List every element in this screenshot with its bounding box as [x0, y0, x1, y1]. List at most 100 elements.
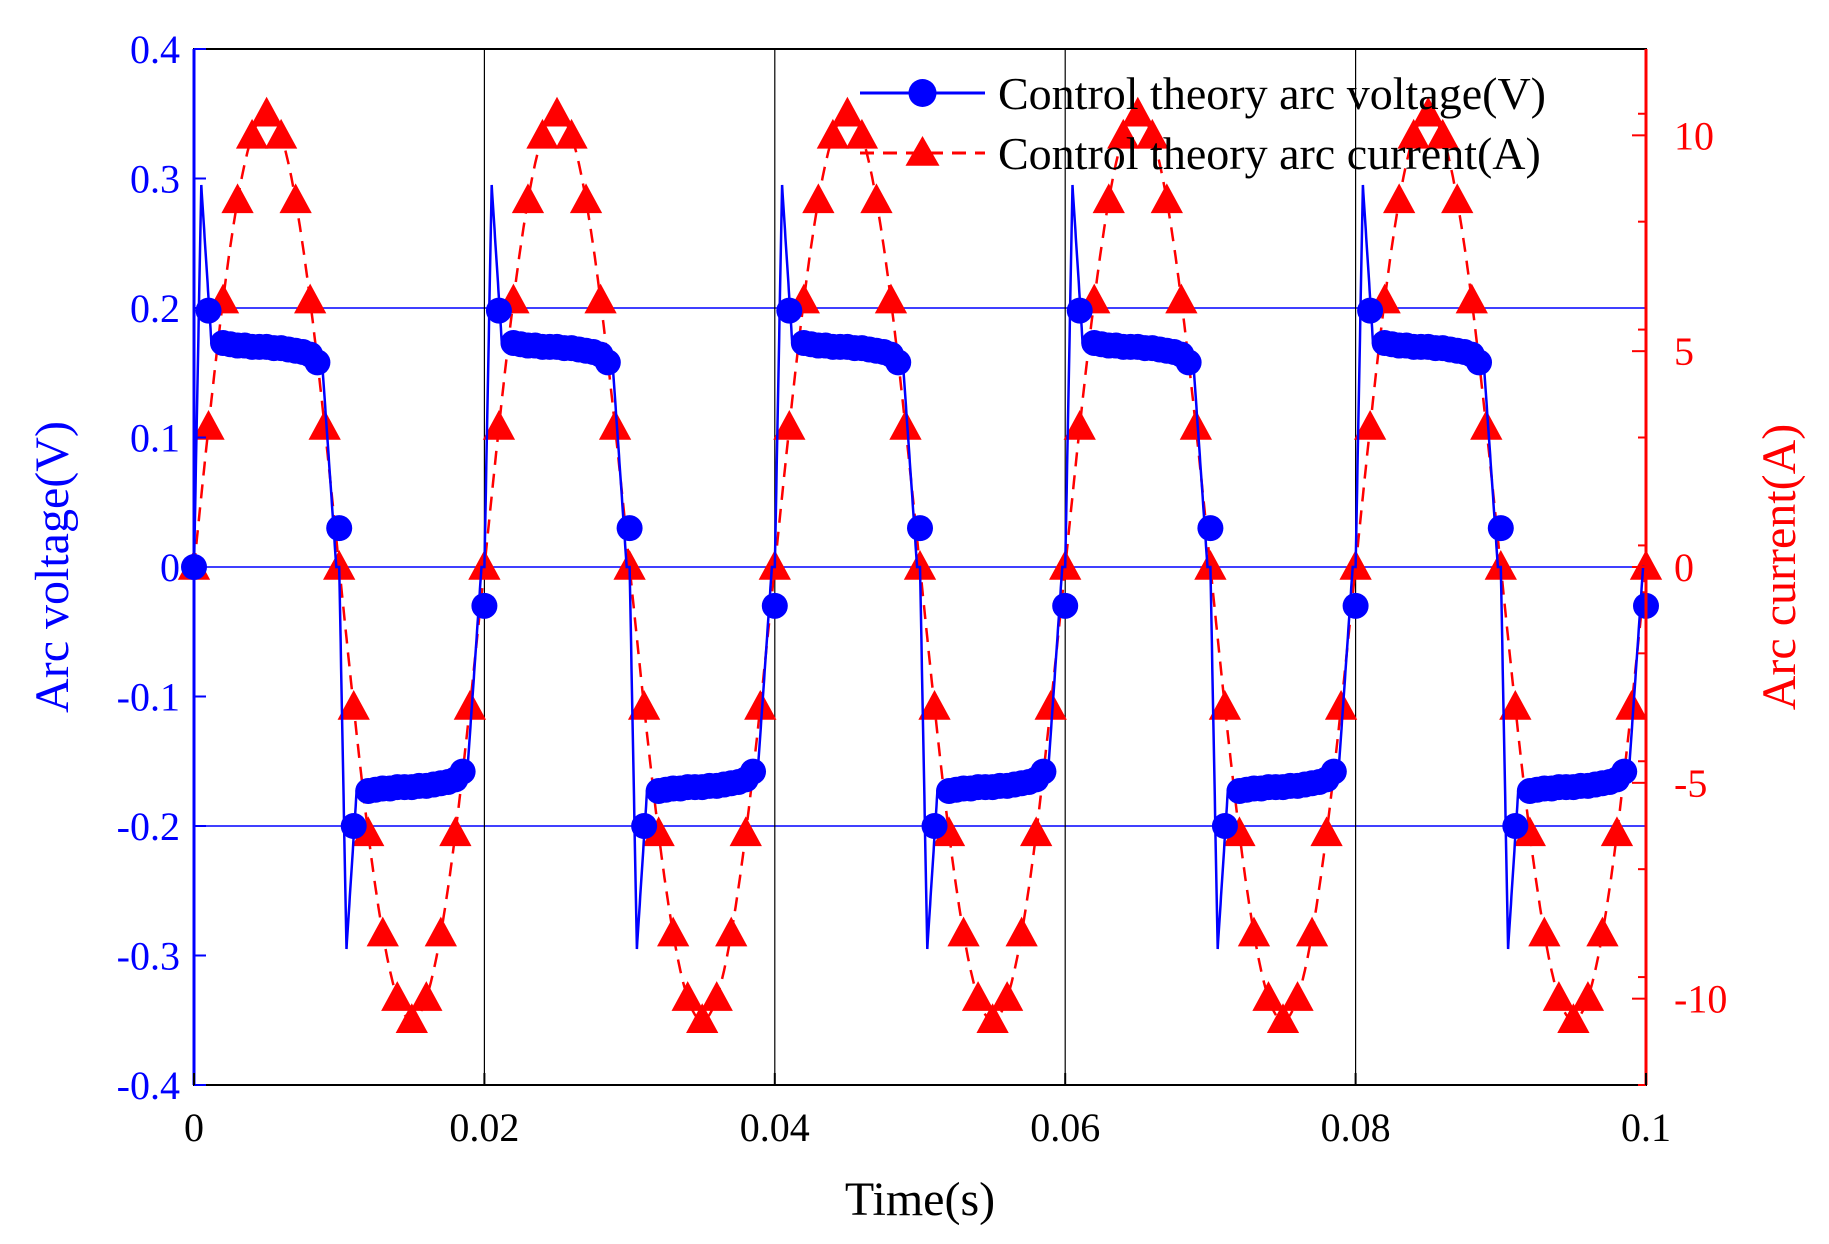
current-marker [1397, 118, 1430, 149]
current-marker [540, 96, 574, 127]
y-left-tick-label: 0.1 [130, 416, 180, 461]
current-marker [1208, 690, 1242, 720]
voltage-marker [304, 349, 331, 376]
current-marker [1600, 816, 1634, 847]
voltage-marker [1320, 758, 1347, 785]
current-marker [715, 916, 748, 947]
y-left-tick-label: 0 [160, 545, 180, 590]
voltage-marker [340, 813, 367, 839]
current-marker [831, 96, 864, 127]
current-marker [584, 283, 617, 314]
voltage-marker [1066, 297, 1093, 324]
voltage-marker [449, 758, 476, 785]
current-marker [381, 981, 414, 1011]
current-marker [1295, 916, 1329, 947]
voltage-marker [616, 515, 643, 542]
y-left-tick-label: 0.3 [130, 157, 180, 202]
current-marker [1353, 409, 1387, 440]
voltage-marker [1502, 813, 1529, 839]
current-marker [613, 550, 646, 580]
current-marker [1383, 183, 1416, 214]
current-marker [773, 409, 806, 440]
current-marker [1324, 690, 1358, 720]
current-marker [410, 981, 443, 1011]
y-left-tick-label: -0.2 [117, 804, 180, 849]
current-marker [845, 118, 879, 149]
current-marker [439, 816, 472, 847]
voltage-marker [631, 813, 658, 839]
current-marker [1615, 690, 1648, 720]
current-marker [1281, 981, 1314, 1011]
y-left-tick-label: 0.4 [130, 27, 180, 72]
x-tick-label: 0.08 [1321, 1105, 1391, 1150]
current-marker [308, 409, 341, 440]
legend-marker-current [905, 136, 940, 166]
current-marker [192, 409, 225, 440]
voltage-marker [776, 297, 803, 324]
current-marker [1063, 409, 1096, 440]
current-marker [990, 981, 1024, 1011]
current-marker [1005, 916, 1038, 947]
current-marker [264, 118, 298, 149]
current-marker [1499, 690, 1532, 720]
current-marker [744, 690, 777, 720]
current-marker [1310, 816, 1343, 847]
voltage-marker [740, 758, 767, 785]
current-marker [1150, 183, 1183, 214]
x-tick-label: 0.02 [449, 1105, 519, 1150]
current-marker [1412, 96, 1445, 127]
voltage-marker [1357, 297, 1384, 324]
current-marker [976, 1003, 1009, 1033]
series-arc-current [177, 96, 1663, 1033]
current-marker [323, 550, 356, 580]
current-marker [482, 409, 516, 440]
current-marker [642, 816, 675, 847]
x-axis-title: Time(s) [845, 1173, 995, 1226]
y-left-tick-label: -0.4 [117, 1063, 180, 1108]
current-marker [686, 1003, 719, 1033]
current-marker [961, 981, 995, 1011]
voltage-marker [326, 515, 353, 542]
legend: Control theory arc voltage(V) Control th… [860, 68, 1546, 179]
current-marker [555, 118, 588, 149]
current-marker [1165, 283, 1198, 314]
current-marker [1179, 409, 1213, 440]
voltage-marker [761, 592, 788, 619]
voltage-marker [907, 515, 933, 542]
current-marker [598, 409, 632, 440]
current-marker [657, 916, 690, 947]
current-marker [250, 96, 283, 127]
current-marker [1223, 816, 1256, 847]
current-marker [1484, 550, 1517, 580]
current-marker [1426, 118, 1459, 149]
current-marker [279, 183, 312, 214]
current-marker [294, 283, 327, 314]
y-left-tick-label: 0.2 [130, 286, 180, 331]
voltage-marker [471, 592, 498, 619]
y-right-tick-label: 10 [1674, 113, 1714, 158]
current-marker [874, 283, 908, 314]
voltage-marker [1175, 349, 1202, 376]
current-marker [932, 816, 966, 847]
current-marker [918, 690, 951, 720]
current-marker [1020, 816, 1053, 847]
y-axis-right-title: Arc current(A) [1753, 424, 1806, 711]
current-marker [1470, 409, 1503, 440]
voltage-marker [1611, 758, 1638, 785]
current-marker [671, 981, 704, 1011]
y-left-tick-label: -0.3 [117, 934, 180, 979]
voltage-marker [1342, 592, 1369, 619]
current-marker [1252, 981, 1285, 1011]
voltage-marker [594, 349, 621, 376]
current-marker [1194, 550, 1227, 580]
current-marker [235, 118, 269, 149]
voltage-marker [1197, 515, 1224, 542]
current-marker [352, 816, 385, 847]
legend-marker-voltage [908, 79, 937, 107]
current-marker [337, 690, 370, 720]
voltage-marker [885, 349, 912, 376]
current-marker [424, 916, 457, 947]
current-marker [1542, 981, 1576, 1011]
y-right-tick-label: 5 [1674, 329, 1694, 374]
current-marker [889, 409, 922, 440]
